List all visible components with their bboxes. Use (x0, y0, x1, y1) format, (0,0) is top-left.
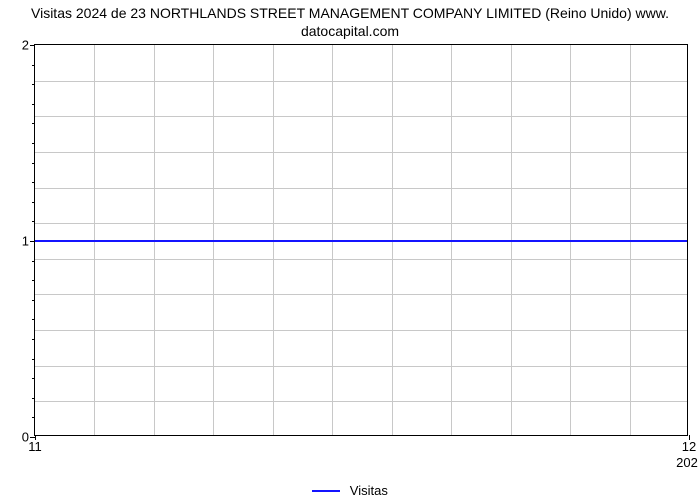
y-minor-tick (32, 221, 35, 222)
y-minor-tick (32, 319, 35, 320)
y-tick-mark (30, 45, 35, 46)
y-minor-tick (32, 65, 35, 66)
y-tick-label: 2 (22, 38, 29, 53)
x-tick-label: 11 (28, 439, 42, 454)
legend: Visitas (0, 482, 700, 498)
gridline-horizontal (35, 259, 687, 260)
y-minor-tick (32, 339, 35, 340)
gridline-horizontal (35, 330, 687, 331)
chart-title: Visitas 2024 de 23 NORTHLANDS STREET MAN… (0, 4, 700, 40)
x-tick-label-secondary: 202 (676, 455, 698, 470)
y-minor-tick (32, 84, 35, 85)
gridline-horizontal (35, 223, 687, 224)
y-minor-tick (32, 143, 35, 144)
y-minor-tick (32, 104, 35, 105)
y-minor-tick (32, 163, 35, 164)
plot-area: 0121112202 (34, 44, 688, 436)
y-minor-tick (32, 182, 35, 183)
x-tick-mark (35, 435, 36, 440)
gridline-horizontal (35, 116, 687, 117)
y-minor-tick (32, 417, 35, 418)
gridline-horizontal (35, 366, 687, 367)
y-tick-label: 1 (22, 234, 29, 249)
y-minor-tick (32, 300, 35, 301)
series-line (35, 240, 687, 242)
chart-title-line2: datocapital.com (301, 23, 399, 39)
gridline-horizontal (35, 294, 687, 295)
y-minor-tick (32, 202, 35, 203)
x-tick-mark (689, 435, 690, 440)
gridline-horizontal (35, 152, 687, 153)
gridline-horizontal (35, 401, 687, 402)
legend-swatch (312, 490, 340, 492)
x-tick-label: 12 (682, 439, 696, 454)
gridline-horizontal (35, 81, 687, 82)
y-minor-tick (32, 280, 35, 281)
y-minor-tick (32, 398, 35, 399)
y-minor-tick (32, 123, 35, 124)
y-minor-tick (32, 378, 35, 379)
gridline-horizontal (35, 188, 687, 189)
chart-title-line1: Visitas 2024 de 23 NORTHLANDS STREET MAN… (31, 5, 669, 21)
legend-label: Visitas (350, 483, 388, 498)
y-minor-tick (32, 261, 35, 262)
chart-container: Visitas 2024 de 23 NORTHLANDS STREET MAN… (0, 0, 700, 500)
y-minor-tick (32, 359, 35, 360)
